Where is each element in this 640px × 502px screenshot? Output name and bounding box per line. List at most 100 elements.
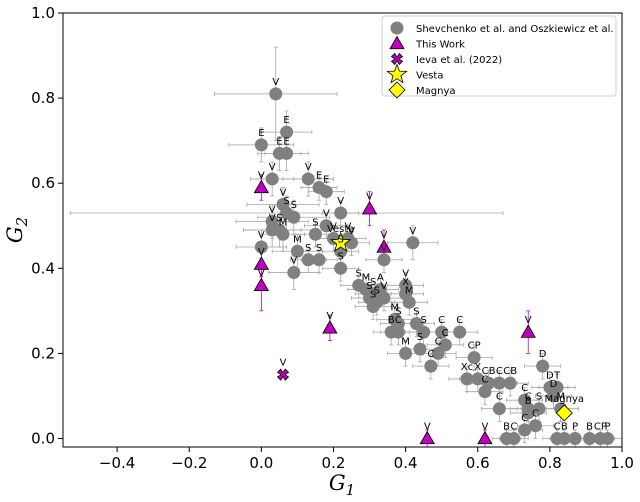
- shevchenko-point: [417, 325, 431, 339]
- vesta-marker-label: Vesta: [327, 224, 354, 235]
- x-tick-label: 0.2: [322, 454, 346, 472]
- shevchenko-point: [471, 372, 485, 386]
- shevchenko-point-label: C: [481, 375, 488, 386]
- shevchenko-point-label: C: [496, 392, 503, 403]
- y-axis-ticks: 0.0 0.2 0.4 0.6 0.8 1.0: [31, 4, 63, 447]
- y-axis-title: G2: [3, 217, 31, 243]
- x-tick-label: 0.8: [538, 454, 562, 472]
- shevchenko-point: [399, 346, 413, 360]
- shevchenko-point-label: S: [536, 392, 542, 403]
- legend-magnya-swatch: [388, 81, 406, 99]
- legend-label: Ieva et al. (2022): [416, 55, 502, 66]
- shevchenko-point-label: S: [417, 332, 423, 343]
- shevchenko-point-label: P: [605, 421, 611, 432]
- this-work-point: [322, 320, 338, 334]
- x-tick-label: −0.2: [171, 454, 207, 472]
- shevchenko-point-label: Xc: [461, 362, 473, 373]
- shevchenko-point: [478, 385, 492, 399]
- shevchenko-point-label: S: [338, 234, 344, 245]
- magnya-marker-label: Magnya: [545, 394, 585, 405]
- shevchenko-point: [319, 219, 333, 233]
- shevchenko-point: [532, 402, 546, 416]
- shevchenko-point: [546, 389, 560, 403]
- shevchenko-point-label: B: [561, 421, 568, 432]
- shevchenko-point: [492, 402, 506, 416]
- shevchenko-point-label: S: [395, 307, 401, 318]
- shevchenko-point-label: B: [503, 421, 510, 432]
- shevchenko-point-label: C: [496, 366, 503, 377]
- shevchenko-point: [521, 406, 535, 420]
- shevchenko-point-label: S: [312, 217, 318, 228]
- x-axis-title-main: G: [329, 471, 346, 495]
- x-axis-ticks: −0.4 −0.2 0.0 0.2 0.4 0.6 0.8 1.0: [99, 447, 634, 472]
- shevchenko-point: [507, 431, 521, 445]
- shevchenko-point: [435, 325, 449, 339]
- shevchenko-point-label: CB: [482, 366, 496, 377]
- shevchenko-point: [402, 295, 416, 309]
- y-tick-label: 0.0: [31, 429, 55, 447]
- magnya-marker: [555, 404, 573, 422]
- shevchenko-point-label: M: [405, 285, 414, 296]
- x-tick-label: 1.0: [610, 454, 634, 472]
- shevchenko-point-label: D: [546, 370, 554, 381]
- shevchenko-point-label: E: [316, 170, 322, 181]
- this-work-point-label: V: [366, 192, 373, 203]
- shevchenko-point-label: V: [381, 243, 388, 254]
- shevchenko-point-label: V: [269, 204, 276, 215]
- shevchenko-point: [601, 431, 615, 445]
- shevchenko-point-label: V: [348, 226, 355, 237]
- ieva-point-label: V: [280, 358, 287, 369]
- x-tick-label: 0.0: [249, 454, 273, 472]
- shevchenko-point-label: CP: [594, 421, 607, 432]
- shevchenko-point-label: D: [539, 349, 547, 360]
- shevchenko-point-label: S: [374, 285, 380, 296]
- shevchenko-point-label: C: [510, 421, 517, 432]
- shevchenko-point-label: V: [330, 222, 337, 233]
- shevchenko-point-label: V: [323, 209, 330, 220]
- legend-label: Vesta: [416, 71, 443, 82]
- shevchenko-point-label: V: [409, 226, 416, 237]
- shevchenko-point-label: V: [305, 162, 312, 173]
- shevchenko-point-label: C: [395, 315, 402, 326]
- shevchenko-point-label: V: [381, 281, 388, 292]
- shevchenko-point-label: S: [420, 315, 426, 326]
- y-axis-title-subscript: 2: [13, 217, 31, 228]
- shevchenko-point: [528, 419, 542, 433]
- shevchenko-point-label: E: [323, 175, 329, 186]
- shevchenko-point-label: C: [521, 413, 528, 424]
- shevchenko-point: [406, 236, 420, 250]
- shevchenko-point: [413, 342, 427, 356]
- errorbar-layer: [69, 46, 623, 448]
- shevchenko-point: [583, 431, 597, 445]
- shevchenko-point-label: C: [525, 392, 532, 403]
- legend-vesta-swatch: [386, 63, 408, 84]
- shevchenko-point-label: M: [279, 217, 288, 228]
- shevchenko-point: [254, 240, 268, 254]
- shevchenko-point-label: V: [402, 268, 409, 279]
- shevchenko-point-label: S: [316, 243, 322, 254]
- plot-frame: [62, 12, 623, 448]
- y-tick-label: 0.8: [31, 89, 55, 107]
- y-tick-label: 0.2: [31, 344, 55, 362]
- shevchenko-point-label: C: [554, 421, 561, 432]
- shevchenko-point-label: C: [442, 328, 449, 339]
- marker-layer: [253, 87, 615, 445]
- shevchenko-point: [467, 351, 481, 365]
- shevchenko-point-label: M: [401, 336, 410, 347]
- this-work-point-label: V: [258, 268, 265, 279]
- shevchenko-point-label: C: [521, 383, 528, 394]
- this-work-point: [419, 430, 435, 445]
- x-axis-title-subscript: 1: [346, 481, 356, 499]
- shevchenko-point: [301, 172, 315, 186]
- shevchenko-point-label: V: [290, 256, 297, 267]
- shevchenko-point: [377, 291, 391, 305]
- shevchenko-point-label: S: [413, 307, 419, 318]
- shevchenko-point-label: X: [402, 277, 409, 288]
- shevchenko-point-label: M: [362, 273, 371, 284]
- shevchenko-point: [503, 376, 517, 390]
- vesta-marker: [330, 231, 352, 252]
- shevchenko-point: [334, 206, 348, 220]
- this-work-point: [253, 277, 270, 291]
- shevchenko-point: [453, 325, 467, 339]
- shevchenko-point-label: S: [276, 213, 282, 224]
